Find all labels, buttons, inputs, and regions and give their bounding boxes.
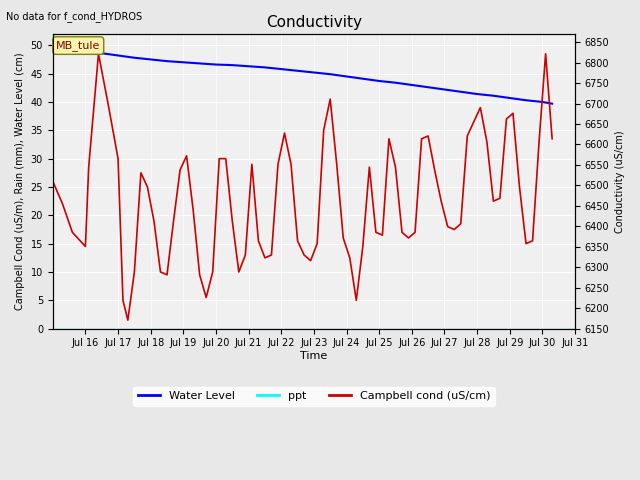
Legend: Water Level, ppt, Campbell cond (uS/cm): Water Level, ppt, Campbell cond (uS/cm) xyxy=(133,387,495,406)
Text: MB_tule: MB_tule xyxy=(56,40,100,51)
Text: No data for f_cond_HYDROS: No data for f_cond_HYDROS xyxy=(6,11,143,22)
X-axis label: Time: Time xyxy=(300,351,328,361)
Y-axis label: Campbell Cond (uS/m), Rain (mm), Water Level (cm): Campbell Cond (uS/m), Rain (mm), Water L… xyxy=(15,52,25,310)
Y-axis label: Conductivity (uS/cm): Conductivity (uS/cm) xyxy=(615,130,625,233)
Title: Conductivity: Conductivity xyxy=(266,15,362,30)
